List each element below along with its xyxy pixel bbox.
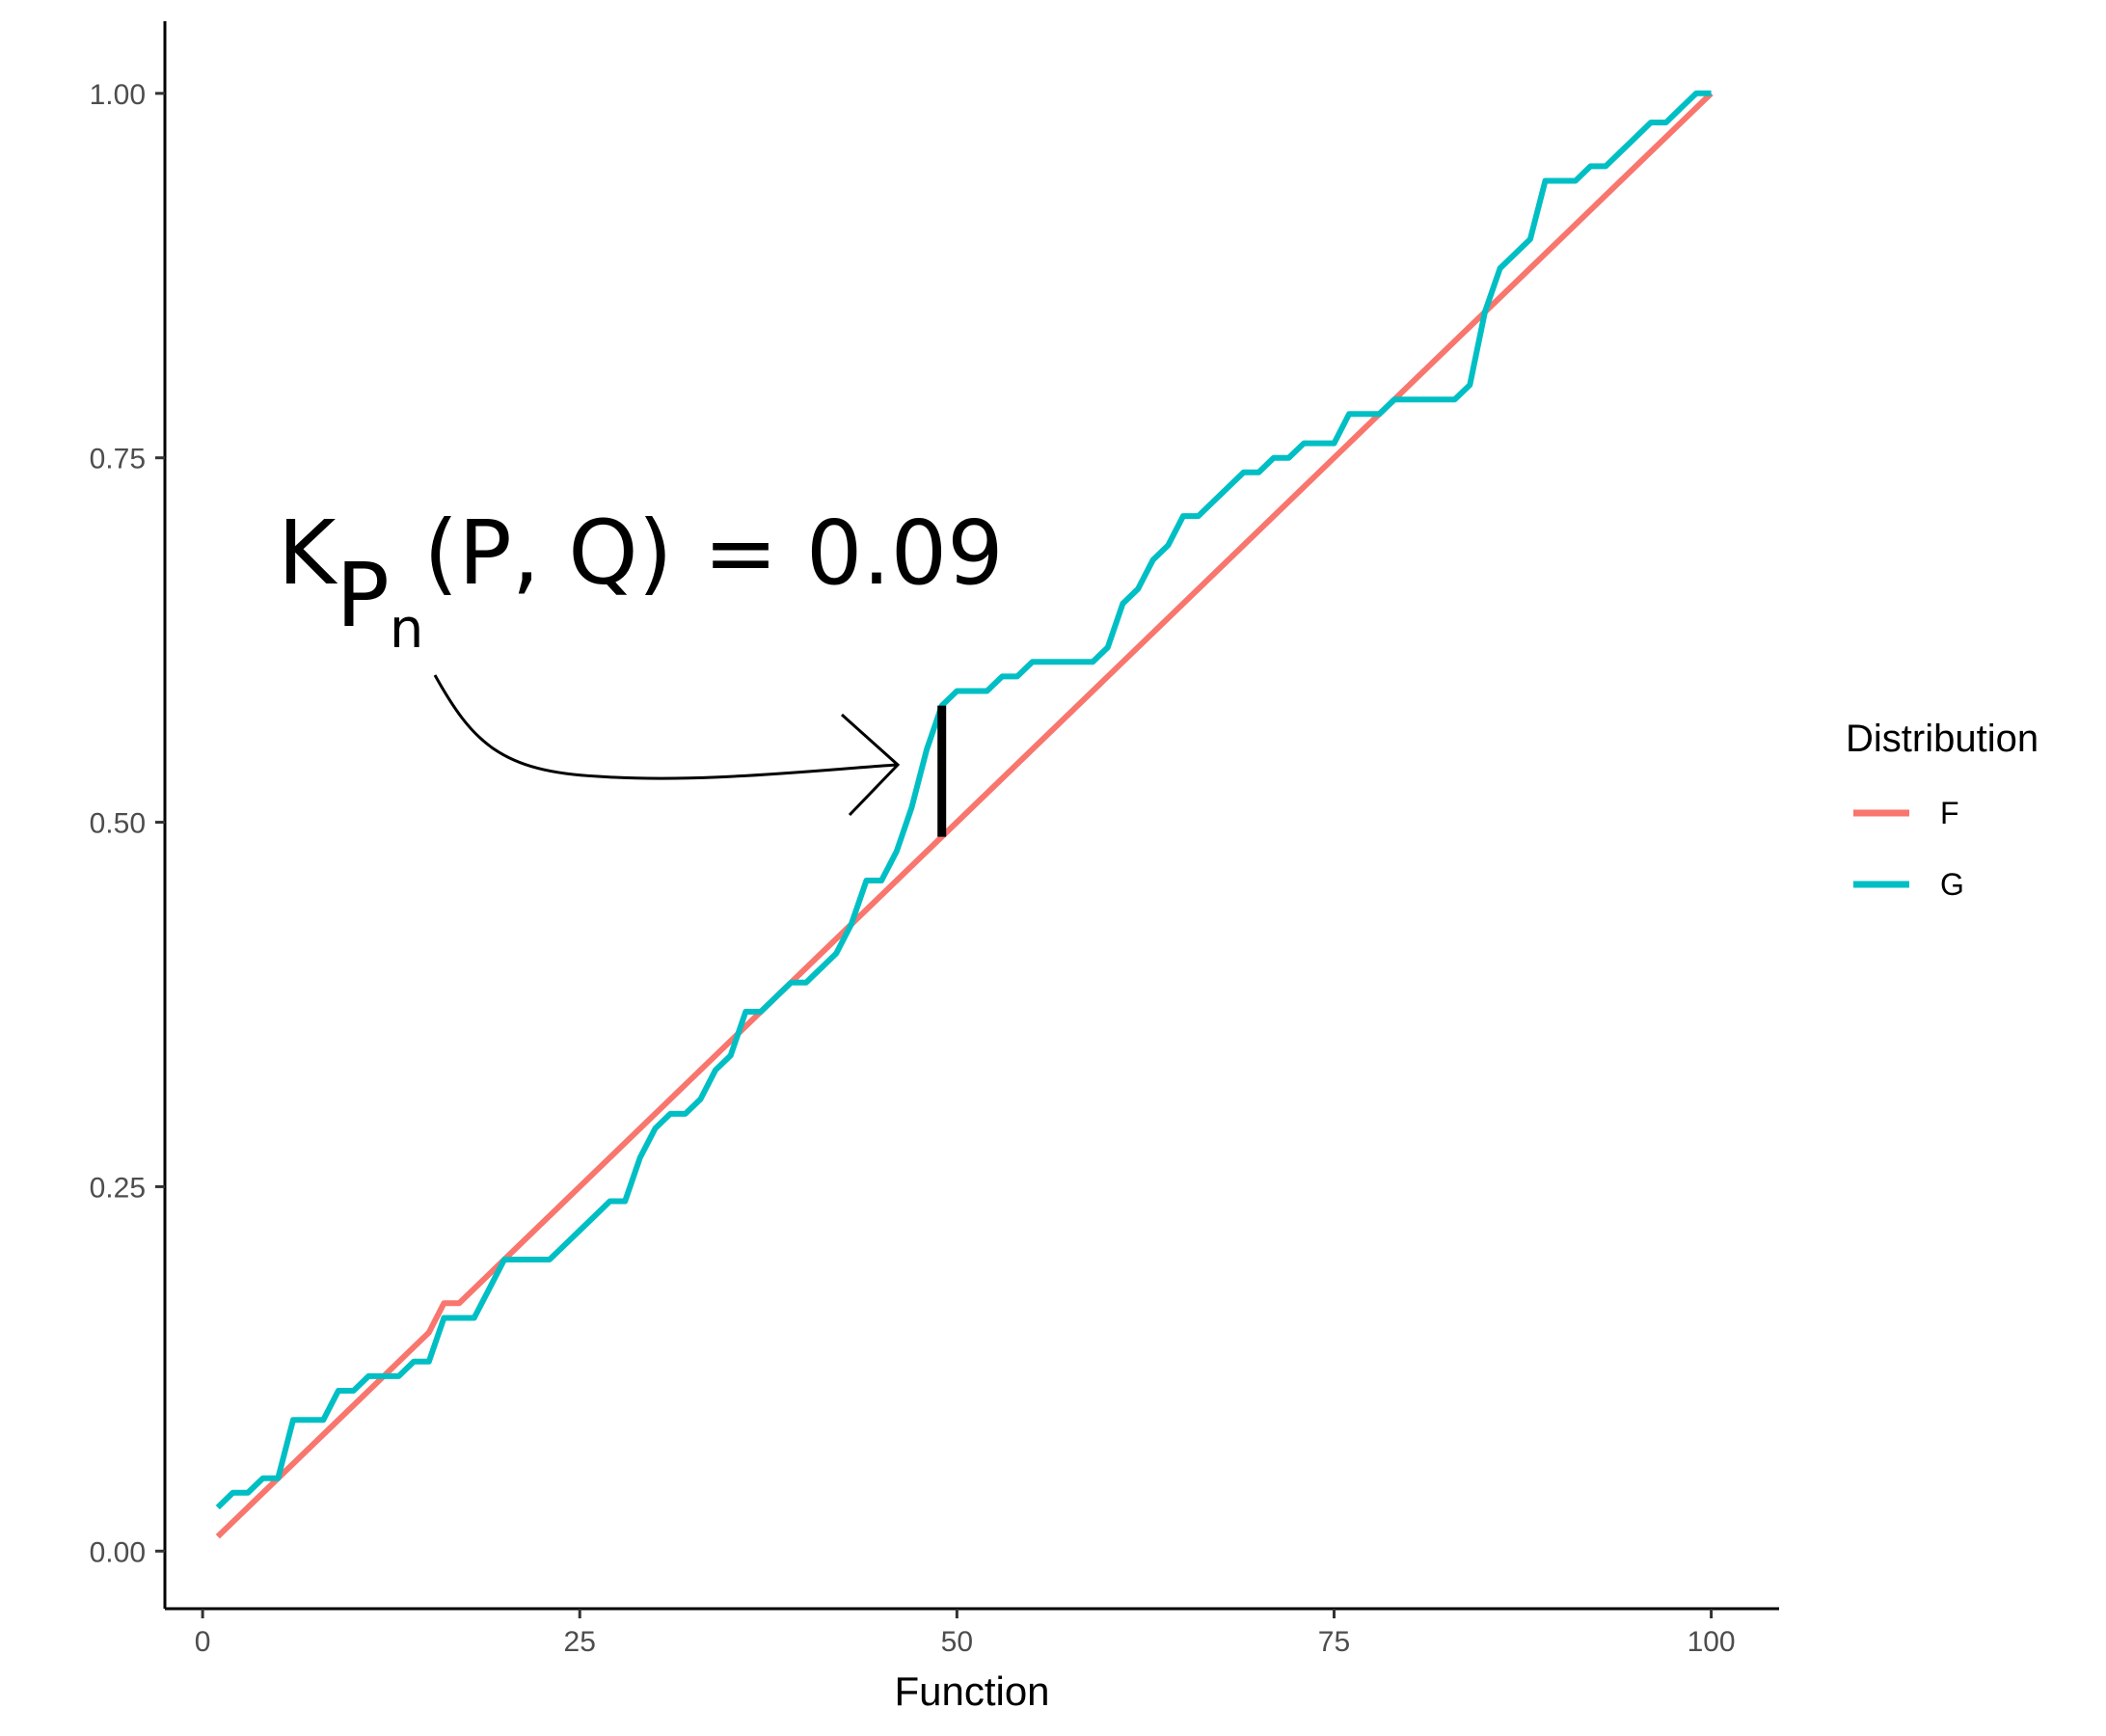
x-tick-label: 50 xyxy=(941,1626,973,1658)
series-line-f xyxy=(215,91,1714,1539)
x-tick-label: 75 xyxy=(1318,1626,1350,1658)
legend-item-g: G xyxy=(1853,867,1964,902)
y-tick-label: 0.50 xyxy=(90,808,146,840)
y-tick-label: 0.25 xyxy=(90,1172,146,1204)
y-tick-label: 1.00 xyxy=(90,79,146,111)
series-layer xyxy=(215,90,1714,1539)
x-tick-label: 25 xyxy=(564,1626,596,1658)
series-line-g xyxy=(215,90,1712,1510)
annot-sub2: n xyxy=(390,598,424,661)
annot-sub1: P xyxy=(336,544,389,647)
legend-item-f: F xyxy=(1853,796,1959,830)
annotation-arrow-head xyxy=(840,713,901,817)
annotation-layer: KPn(P, Q) = 0.09 xyxy=(278,502,1004,837)
legend-label-g: G xyxy=(1940,867,1964,902)
legend-label-f: F xyxy=(1940,796,1959,830)
axes: 0 25 50 75 100 0.00 0.25 0.50 0.75 1.00 Function xyxy=(90,21,1779,1714)
x-axis-title: Function xyxy=(894,1668,1049,1714)
legend-title: Distribution xyxy=(1846,718,2038,760)
annot-value: = 0.09 xyxy=(704,502,1004,605)
annotation-arrow-curve xyxy=(433,674,898,780)
annot-rest: (P, Q) xyxy=(423,502,672,605)
x-tick-label: 0 xyxy=(195,1626,211,1658)
legend: Distribution F G xyxy=(1846,718,2038,902)
y-tick-label: 0.75 xyxy=(90,444,146,475)
x-tick-label: 100 xyxy=(1688,1626,1736,1658)
ks-statistic-annotation: KPn(P, Q) = 0.09 xyxy=(278,502,1004,661)
y-tick-label: 0.00 xyxy=(90,1536,146,1568)
annot-main: K xyxy=(278,502,338,605)
